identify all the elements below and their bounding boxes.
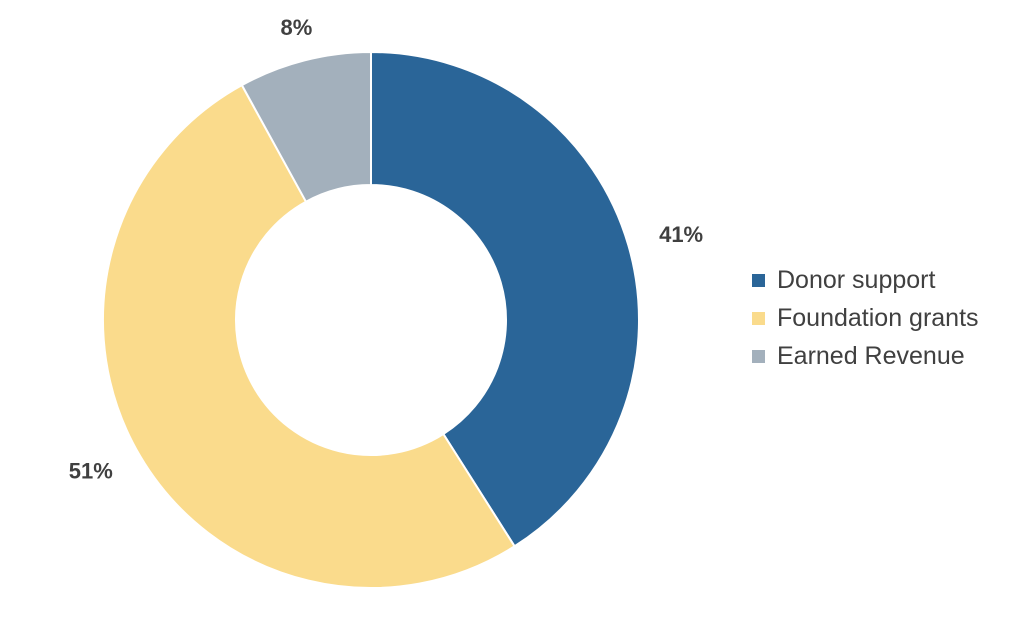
- donut-slice-earned-revenue: [240, 50, 372, 204]
- legend-label: Foundation grants: [777, 303, 979, 332]
- legend-item-earned-revenue: Earned Revenue: [752, 339, 979, 373]
- legend-label: Donor support: [777, 265, 936, 294]
- data-label-earned-revenue: 8%: [280, 15, 312, 40]
- chart-legend: Donor support Foundation grants Earned Rev…: [752, 263, 979, 373]
- data-label-donor-support: 41%: [659, 222, 703, 247]
- legend-label: Earned Revenue: [777, 341, 965, 370]
- legend-swatch: [752, 273, 765, 287]
- data-label-foundation-grants: 51%: [69, 459, 113, 484]
- donut-slices: [102, 50, 640, 589]
- legend-item-donor-support: Donor support: [752, 263, 979, 297]
- legend-swatch: [752, 349, 765, 363]
- donut-slice-donor-support: [370, 50, 640, 548]
- legend-swatch: [752, 311, 765, 325]
- donut-data-labels: 41% 51% 8%: [69, 15, 703, 483]
- legend-item-foundation-grants: Foundation grants: [752, 301, 979, 335]
- donut-slice-foundation-grants: [102, 83, 516, 589]
